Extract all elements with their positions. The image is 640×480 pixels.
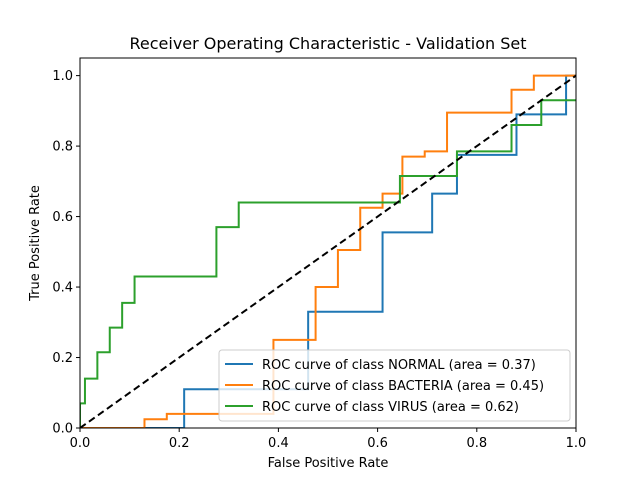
x-tick-label: 1.0 — [566, 436, 587, 451]
y-tick-label: 0.6 — [52, 210, 73, 225]
series-line-1 — [80, 74, 576, 428]
legend-label-0: ROC curve of class NORMAL (area = 0.37) — [262, 358, 536, 373]
y-tick-label: 1.0 — [52, 69, 73, 84]
x-axis-label: False Positive Rate — [268, 456, 389, 471]
legend: ROC curve of class NORMAL (area = 0.37) R… — [218, 349, 571, 422]
x-tick-label: 0.2 — [169, 436, 190, 451]
series-line-2 — [80, 99, 576, 428]
x-tick-label: 0.0 — [70, 436, 91, 451]
y-tick-label: 0.8 — [52, 140, 73, 155]
legend-box — [218, 349, 571, 422]
legend-label-1: ROC curve of class BACTERIA (area = 0.45… — [262, 379, 544, 394]
y-axis: 0.0 0.2 0.4 0.6 0.8 1.0 — [52, 69, 80, 437]
chart-title: Receiver Operating Characteristic - Vali… — [130, 34, 527, 53]
chance-reference-line — [80, 74, 576, 428]
x-tick-label: 0.8 — [466, 436, 487, 451]
plot-frame — [79, 57, 577, 429]
x-tick-label: 0.6 — [367, 436, 388, 451]
legend-label-2: ROC curve of class VIRUS (area = 0.62) — [262, 400, 519, 415]
y-tick-label: 0.2 — [52, 351, 73, 366]
x-axis: 0.0 0.2 0.4 0.6 0.8 1.0 — [70, 428, 587, 451]
y-axis-label: True Positive Rate — [28, 185, 43, 302]
y-tick-label: 0.0 — [52, 422, 73, 437]
x-tick-label: 0.4 — [268, 436, 289, 451]
y-tick-label: 0.4 — [52, 281, 73, 296]
